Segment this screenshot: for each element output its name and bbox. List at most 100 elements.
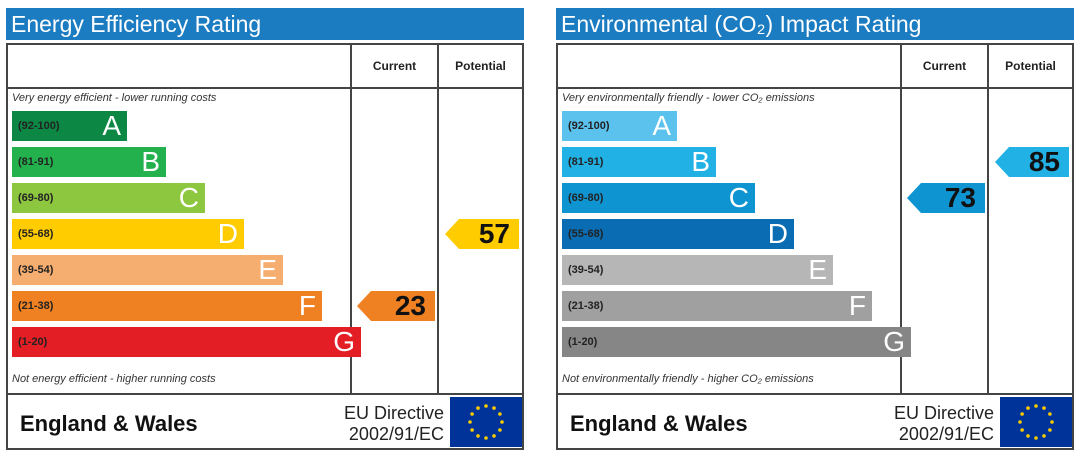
eu-star: [1042, 406, 1046, 410]
eu-star: [1020, 412, 1024, 416]
current-rating-arrow: 23: [357, 291, 435, 321]
band-c: (69-80) C: [562, 183, 755, 213]
eu-star: [492, 406, 496, 410]
band-b: (81-91) B: [12, 147, 166, 177]
column-divider: [987, 45, 989, 395]
eu-directive: EU Directive 2002/91/EC: [844, 403, 994, 445]
band-letter: E: [808, 254, 827, 285]
band-letter: C: [178, 182, 199, 213]
band-range: (55-68): [568, 228, 604, 240]
column-divider: [900, 45, 902, 395]
band-d: (55-68) D: [562, 219, 794, 249]
header-divider: [558, 87, 1072, 89]
eu-star: [476, 406, 480, 410]
band-letter: G: [883, 326, 905, 357]
band-letter: B: [691, 146, 710, 177]
band-letter: A: [102, 110, 121, 141]
band-f: (21-38) F: [12, 291, 322, 321]
current-column-header: Current: [922, 59, 967, 73]
eu-star: [1026, 434, 1030, 438]
potential-rating-value: 57: [478, 218, 510, 249]
eu-star: [498, 428, 502, 432]
current-rating-value: 73: [944, 182, 976, 213]
band-g: (1-20) G: [12, 327, 361, 357]
chart-title: Energy Efficiency Rating: [6, 8, 524, 40]
top-note: Very energy efficient - lower running co…: [12, 92, 217, 104]
band-range: (69-80): [568, 192, 604, 204]
eu-star: [484, 404, 488, 408]
band-range: (39-54): [568, 264, 604, 276]
footer-divider: [558, 393, 1072, 395]
eu-star: [500, 420, 504, 424]
band-range: (81-91): [18, 156, 54, 168]
eu-star: [1018, 420, 1022, 424]
band-a: (92-100) A: [12, 111, 127, 141]
band-f: (21-38) F: [562, 291, 872, 321]
band-range: (39-54): [18, 264, 54, 276]
eu-star: [470, 412, 474, 416]
region-label: England & Wales: [570, 411, 748, 436]
band-letter: F: [298, 290, 316, 321]
directive-line-2: 2002/91/EC: [348, 424, 444, 444]
band-letter: C: [728, 182, 749, 213]
region-label: England & Wales: [20, 411, 198, 436]
band-c: (69-80) C: [12, 183, 205, 213]
environmental-impact-chart: Environmental (CO₂) Impact Rating Curren…: [556, 8, 1074, 452]
band-b: (81-91) B: [562, 147, 716, 177]
band-range: (1-20): [568, 336, 598, 348]
band-letter: F: [848, 290, 866, 321]
band-range: (21-38): [568, 300, 604, 312]
potential-rating-arrow: 85: [995, 147, 1069, 177]
column-divider: [350, 45, 352, 395]
eu-directive: EU Directive 2002/91/EC: [294, 403, 444, 445]
bottom-note: Not environmentally friendly - higher CO…: [562, 373, 814, 385]
eu-star: [1026, 406, 1030, 410]
current-rating-value: 23: [394, 290, 426, 321]
eu-star: [1048, 412, 1052, 416]
header-divider: [8, 87, 522, 89]
footer-divider: [8, 393, 522, 395]
band-letter: B: [141, 146, 160, 177]
directive-line-1: EU Directive: [343, 403, 444, 423]
band-a: (92-100) A: [562, 111, 677, 141]
bottom-note: Not energy efficient - higher running co…: [12, 373, 216, 385]
directive-line-1: EU Directive: [893, 403, 994, 423]
eu-star: [1048, 428, 1052, 432]
chart-frame: Current Potential Very energy efficient …: [6, 43, 524, 450]
column-divider: [437, 45, 439, 395]
band-letter: G: [333, 326, 355, 357]
eu-star: [470, 428, 474, 432]
band-letter: D: [767, 218, 788, 249]
eu-star: [468, 420, 472, 424]
eu-star: [484, 436, 488, 440]
band-letter: A: [652, 110, 671, 141]
eu-star: [1020, 428, 1024, 432]
band-letter: E: [258, 254, 277, 285]
band-e: (39-54) E: [12, 255, 283, 285]
band-range: (81-91): [568, 156, 604, 168]
current-column-header: Current: [372, 59, 417, 73]
eu-flag-icon: [1000, 397, 1072, 447]
band-range: (21-38): [18, 300, 54, 312]
directive-line-2: 2002/91/EC: [898, 424, 994, 444]
chart-frame: Current Potential Very environmentally f…: [556, 43, 1074, 450]
eu-star: [1034, 436, 1038, 440]
band-g: (1-20) G: [562, 327, 911, 357]
potential-column-header: Potential: [1005, 59, 1056, 73]
band-range: (92-100): [568, 120, 610, 132]
potential-rating-arrow: 57: [445, 219, 519, 249]
band-range: (55-68): [18, 228, 54, 240]
eu-star: [1034, 404, 1038, 408]
potential-column-header: Potential: [455, 59, 506, 73]
eu-star: [476, 434, 480, 438]
band-range: (92-100): [18, 120, 60, 132]
eu-flag-icon: [450, 397, 522, 447]
band-e: (39-54) E: [562, 255, 833, 285]
band-d: (55-68) D: [12, 219, 244, 249]
potential-rating-value: 85: [1028, 146, 1060, 177]
band-letter: D: [217, 218, 238, 249]
eu-star: [1050, 420, 1054, 424]
current-rating-arrow: 73: [907, 183, 985, 213]
energy-efficiency-chart: Energy Efficiency Rating Current Potenti…: [6, 8, 524, 452]
eu-star: [1042, 434, 1046, 438]
